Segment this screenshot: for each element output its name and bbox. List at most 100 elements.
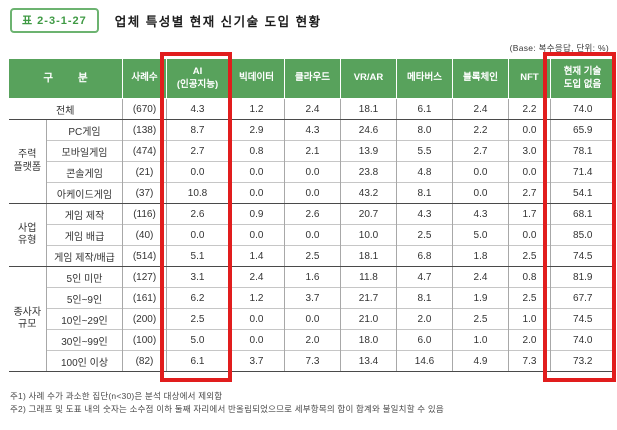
value-cell-col0: 4.3 [166, 98, 229, 120]
value-cell-col5: 2.4 [452, 98, 509, 120]
cases-cell: (21) [122, 161, 167, 183]
row-label: 5인 미만 [46, 266, 123, 288]
header-col-5: 블록체인 [452, 58, 509, 99]
page-title: 업체 특성별 현재 신기술 도입 현황 [114, 15, 322, 29]
table-title-bar: 표 2-3-1-27 업체 특성별 현재 신기술 도입 현황 [10, 8, 322, 33]
cases-cell: (161) [122, 287, 167, 309]
value-cell-col3: 13.9 [340, 140, 397, 162]
header-col-7: 현재 기술 도입 없음 [550, 58, 615, 99]
value-cell-col5: 1.8 [452, 245, 509, 267]
value-cell-col6: 7.3 [508, 350, 551, 372]
value-cell-col6: 3.0 [508, 140, 551, 162]
row-label: 아케이드게임 [46, 182, 123, 204]
table-row: 아케이드게임 (37) 10.8 0.0 0.0 43.2 8.1 0.0 2.7 54.1 [9, 182, 615, 204]
header-col-0: AI (인공지능) [166, 58, 229, 99]
value-cell-col2: 2.5 [284, 245, 341, 267]
header-col-6: NFT [508, 58, 551, 99]
value-cell-col7: 74.0 [550, 329, 615, 351]
value-cell-col3: 11.8 [340, 266, 397, 288]
value-cell-col6: 0.0 [508, 161, 551, 183]
table-number-badge: 표 2-3-1-27 [10, 8, 99, 33]
value-cell-col7: 74.5 [550, 245, 615, 267]
value-cell-col1: 0.9 [228, 203, 285, 225]
header-col-1: 빅데이터 [228, 58, 285, 99]
statistics-table: 구 분 사례수 AI (인공지능) 빅데이터 클라우드 VR/AR 메타버스 블록체인 NFT… [8, 58, 615, 372]
value-cell-col1: 0.8 [228, 140, 285, 162]
value-cell-col2: 2.0 [284, 329, 341, 351]
row-label-total: 전체 [8, 98, 123, 120]
value-cell-col2: 7.3 [284, 350, 341, 372]
cases-cell: (82) [122, 350, 167, 372]
value-cell-col0: 8.7 [166, 119, 229, 141]
value-cell-col3: 21.0 [340, 308, 397, 330]
value-cell-col4: 2.0 [396, 308, 453, 330]
value-cell-col2: 0.0 [284, 182, 341, 204]
value-cell-col1: 2.9 [228, 119, 285, 141]
table-row: 100인 이상 (82) 6.1 3.7 7.3 13.4 14.6 4.9 7.3 73.2 [9, 350, 615, 372]
value-cell-col5: 1.9 [452, 287, 509, 309]
value-cell-col4: 8.1 [396, 287, 453, 309]
table-row: 주력 플랫폼 PC게임 (138) 8.7 2.9 4.3 24.6 8.0 2.2 0.0 65.9 [8, 119, 615, 204]
footnotes: 주1) 사례 수가 과소한 집단(n<30)은 분석 대상에서 제외함 주2) … [10, 390, 444, 416]
value-cell-col0: 3.1 [166, 266, 229, 288]
value-cell-col3: 43.2 [340, 182, 397, 204]
value-cell-col2: 4.3 [284, 119, 341, 141]
value-cell-col2: 2.4 [284, 98, 341, 120]
table-row: 사업 유형 게임 제작 (116) 2.6 0.9 2.6 20.7 4.3 4.3 1.7 68.1 [8, 203, 615, 267]
value-cell-col6: 0.0 [508, 224, 551, 246]
table-row: 10인~29인 (200) 2.5 0.0 0.0 21.0 2.0 2.5 1.0 74.5 [9, 308, 615, 330]
row-label: 100인 이상 [46, 350, 123, 372]
header-col-2: 클라우드 [284, 58, 341, 99]
value-cell-col7: 74.0 [550, 98, 615, 120]
value-cell-col3: 20.7 [340, 203, 397, 225]
cases-cell: (127) [122, 266, 167, 288]
value-cell-col0: 0.0 [166, 224, 229, 246]
header-col-3: VR/AR [340, 58, 397, 99]
value-cell-col5: 0.0 [452, 161, 509, 183]
value-cell-col2: 2.1 [284, 140, 341, 162]
row-label: 게임 제작/배급 [46, 245, 123, 267]
value-cell-col5: 2.7 [452, 140, 509, 162]
value-cell-col6: 0.8 [508, 266, 551, 288]
cases-cell: (200) [122, 308, 167, 330]
value-cell-col6: 2.2 [508, 98, 551, 120]
value-cell-col3: 23.8 [340, 161, 397, 183]
value-cell-col0: 2.6 [166, 203, 229, 225]
cases-cell: (670) [122, 98, 167, 120]
value-cell-col7: 85.0 [550, 224, 615, 246]
value-cell-col7: 81.9 [550, 266, 615, 288]
value-cell-col0: 6.2 [166, 287, 229, 309]
row-group-label: 주력 플랫폼 [8, 119, 47, 204]
value-cell-col4: 5.5 [396, 140, 453, 162]
value-cell-col2: 0.0 [284, 224, 341, 246]
cases-cell: (138) [122, 119, 167, 141]
value-cell-col0: 10.8 [166, 182, 229, 204]
table-row: 게임 배급 (40) 0.0 0.0 0.0 10.0 2.5 5.0 0.0 85.0 [9, 224, 615, 246]
value-cell-col5: 2.2 [452, 119, 509, 141]
value-cell-col4: 6.8 [396, 245, 453, 267]
value-cell-col2: 0.0 [284, 161, 341, 183]
value-cell-col4: 6.1 [396, 98, 453, 120]
value-cell-col1: 0.0 [228, 161, 285, 183]
table-row: 콘솔게임 (21) 0.0 0.0 0.0 23.8 4.8 0.0 0.0 71.4 [9, 161, 615, 183]
value-cell-col7: 68.1 [550, 203, 615, 225]
value-cell-col1: 1.2 [228, 287, 285, 309]
cases-cell: (116) [122, 203, 167, 225]
value-cell-col7: 54.1 [550, 182, 615, 204]
header-cases: 사례수 [122, 58, 167, 99]
row-label: 콘솔게임 [46, 161, 123, 183]
value-cell-col7: 78.1 [550, 140, 615, 162]
value-cell-col6: 2.5 [508, 287, 551, 309]
value-cell-col2: 0.0 [284, 308, 341, 330]
value-cell-col1: 1.2 [228, 98, 285, 120]
value-cell-col0: 6.1 [166, 350, 229, 372]
cases-cell: (514) [122, 245, 167, 267]
value-cell-col1: 2.4 [228, 266, 285, 288]
value-cell-col6: 2.0 [508, 329, 551, 351]
row-label: PC게임 [46, 119, 123, 141]
value-cell-col4: 6.0 [396, 329, 453, 351]
value-cell-col7: 74.5 [550, 308, 615, 330]
cases-cell: (40) [122, 224, 167, 246]
value-cell-col7: 65.9 [550, 119, 615, 141]
